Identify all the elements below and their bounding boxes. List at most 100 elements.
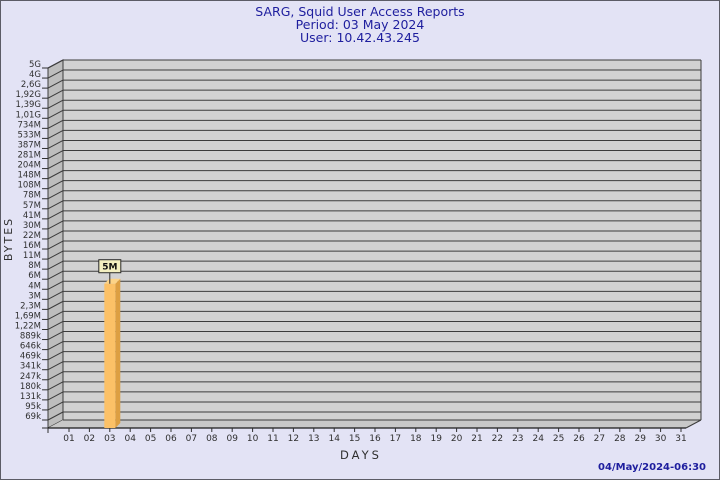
- y-tick-label: 204M: [17, 161, 41, 171]
- x-tick-label: 13: [308, 434, 319, 444]
- wall-diagonal: [47, 150, 64, 159]
- x-axis-title: DAYS: [340, 448, 382, 462]
- wall-diagonal: [47, 260, 64, 270]
- y-tick-label: 11M: [23, 251, 41, 261]
- y-tick-label: 247k: [20, 372, 41, 382]
- y-tick-label: 108M: [17, 181, 41, 191]
- y-tick-label: 6M: [28, 271, 41, 281]
- generation-timestamp: 04/May/2024-06:30: [598, 462, 706, 473]
- y-tick-label: 8M: [28, 261, 41, 271]
- bar-value-box: [98, 259, 122, 274]
- y-tick-label: 387M: [17, 140, 41, 150]
- x-tick-label: 10: [247, 434, 259, 444]
- bar-value-label: 5M: [102, 263, 117, 273]
- y-tick-label: 180k: [20, 382, 41, 392]
- bar-front-face: [104, 283, 116, 428]
- y-tick-label: 1,92G: [15, 90, 41, 100]
- wall-diagonal: [47, 290, 64, 300]
- x-tick-label: 22: [492, 434, 503, 444]
- wall-diagonal: [47, 341, 64, 351]
- y-tick-label: 469k: [20, 352, 41, 362]
- wall-diagonal: [47, 140, 64, 149]
- x-tick-label: 18: [410, 434, 422, 444]
- wall-diagonal: [47, 180, 64, 190]
- x-tick-label: 27: [594, 434, 605, 444]
- wall-diagonal: [47, 79, 64, 89]
- x-tick-label: 09: [226, 434, 238, 444]
- wall-diagonal: [47, 200, 64, 210]
- wall-diagonal: [47, 170, 64, 180]
- wall-diagonal: [47, 321, 64, 330]
- x-tick-label: 04: [124, 434, 136, 444]
- wall-diagonal: [47, 190, 64, 200]
- plot-background: [63, 60, 701, 420]
- report-period: Period: 03 May 2024: [295, 17, 425, 32]
- wall-diagonal: [47, 270, 64, 280]
- x-tick-label: 31: [675, 434, 686, 444]
- wall-diagonal: [47, 160, 64, 170]
- y-tick-label: 4G: [29, 70, 41, 80]
- x-tick-label: 29: [634, 434, 646, 444]
- y-axis-title: BYTES: [2, 216, 15, 262]
- y-tick-label: 69k: [25, 412, 41, 422]
- y-tick-label: 2,6G: [21, 80, 41, 90]
- wall-diagonal: [47, 371, 64, 381]
- wall-diagonal: [47, 119, 64, 129]
- wall-diagonal: [47, 391, 64, 401]
- x-tick-label: 03: [104, 434, 115, 444]
- x-tick-label: 01: [63, 434, 74, 444]
- wall-diagonal: [47, 240, 64, 250]
- wall-diagonal: [47, 280, 64, 290]
- y-tick-label: 1,01G: [15, 110, 41, 120]
- wall-diagonal: [47, 411, 64, 421]
- x-tick-label: 16: [369, 434, 381, 444]
- y-tick-label: 5G: [29, 60, 41, 70]
- x-tick-label: 20: [451, 434, 463, 444]
- x-tick-label: 26: [573, 434, 585, 444]
- x-tick-label: 12: [288, 434, 299, 444]
- wall-diagonal: [47, 381, 64, 391]
- report-title: SARG, Squid User Access Reports: [255, 4, 465, 19]
- x-tick-label: 19: [430, 434, 442, 444]
- y-tick-label: 57M: [23, 201, 41, 211]
- wall-diagonal: [47, 351, 64, 361]
- x-tick-label: 24: [532, 434, 544, 444]
- wall-diagonal: [47, 99, 64, 109]
- wall-diagonal: [47, 129, 64, 139]
- wall-diagonal: [47, 89, 64, 99]
- wall-diagonal: [47, 109, 64, 119]
- x-tick-label: 08: [206, 434, 218, 444]
- report-header: SARG, Squid User Access Reports Period: …: [1, 5, 719, 44]
- y-tick-label: 1,39G: [15, 100, 41, 110]
- wall-diagonal: [47, 250, 64, 260]
- y-tick-label: 3M: [28, 291, 41, 301]
- wall-diagonal: [47, 210, 64, 220]
- x-tick-label: 05: [145, 434, 156, 444]
- floor-3d: [48, 420, 701, 428]
- y-tick-label: 1,22M: [15, 321, 41, 331]
- x-tick-label: 21: [471, 434, 482, 444]
- y-tick-label: 30M: [23, 221, 41, 231]
- bottom-right-diagonal: [685, 419, 702, 429]
- x-tick-label: 17: [390, 434, 401, 444]
- y-tick-label: 22M: [23, 231, 41, 241]
- y-tick-label: 16M: [23, 241, 41, 251]
- y-tick-label: 533M: [17, 130, 41, 140]
- y-tick-label: 78M: [23, 191, 41, 201]
- bar-top-face: [104, 278, 121, 284]
- y-tick-label: 131k: [20, 392, 41, 402]
- wall-diagonal: [47, 59, 64, 69]
- y-tick-label: 341k: [20, 362, 41, 372]
- wall-diagonal: [47, 331, 64, 340]
- wall-diagonal: [47, 69, 64, 79]
- y-tick-label: 1,69M: [15, 311, 41, 321]
- wall-diagonal: [47, 300, 64, 310]
- report-user: User: 10.42.43.245: [300, 30, 420, 45]
- wall-diagonal: [47, 230, 64, 240]
- y-tick-label: 734M: [17, 120, 41, 130]
- y-tick-label: 148M: [17, 171, 41, 181]
- x-tick-label: 14: [328, 434, 340, 444]
- x-tick-label: 23: [512, 434, 523, 444]
- x-tick-label: 11: [267, 434, 278, 444]
